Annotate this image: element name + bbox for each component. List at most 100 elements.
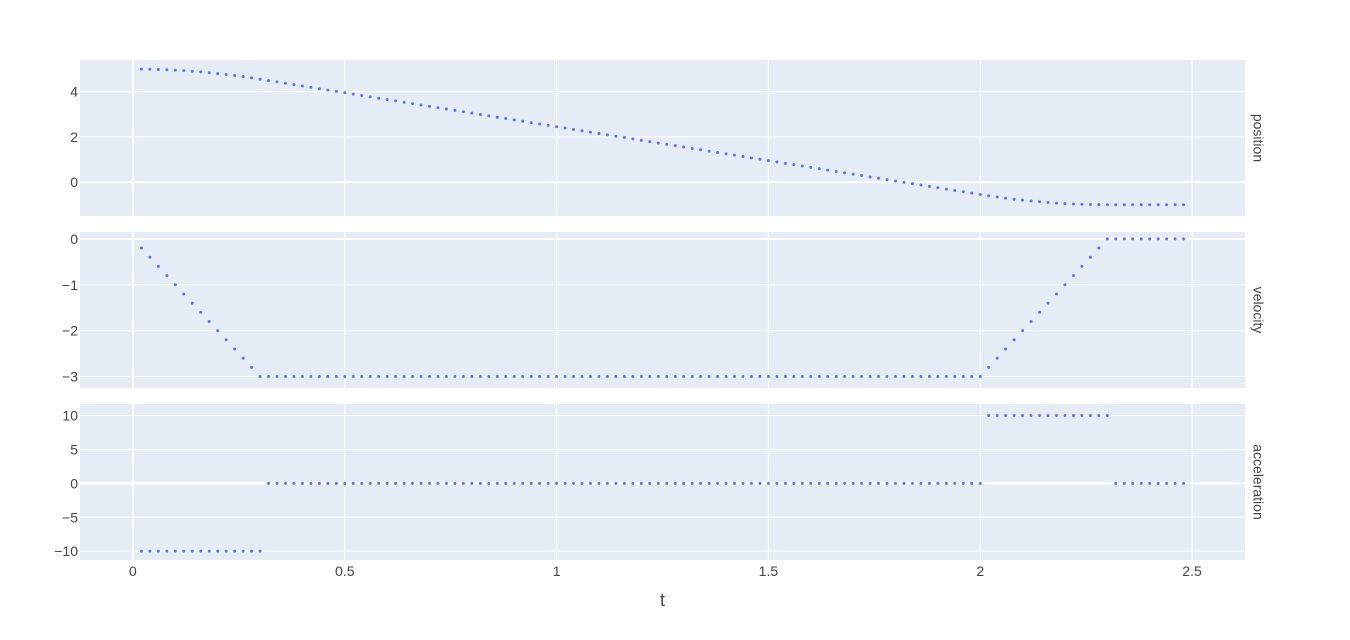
data-point-acceleration: [538, 481, 542, 485]
data-point-position: [961, 190, 965, 194]
data-point-acceleration: [961, 481, 965, 485]
data-point-velocity: [1165, 237, 1169, 241]
data-point-position: [588, 130, 592, 134]
data-point-velocity: [309, 375, 313, 379]
facet-acceleration-y-tick-label: 0: [70, 475, 78, 491]
data-point-acceleration: [580, 481, 584, 485]
data-point-position: [1097, 203, 1101, 207]
data-point-velocity: [173, 283, 177, 287]
facet-acceleration-label: acceleration: [1250, 444, 1266, 520]
data-point-acceleration: [970, 481, 974, 485]
data-point-position: [546, 123, 550, 127]
data-point-velocity: [758, 375, 762, 379]
data-point-velocity: [656, 375, 660, 379]
panels: 024position−3−2−10velocity−10−50510accel…: [54, 60, 1266, 560]
data-point-velocity: [894, 375, 897, 379]
data-point-acceleration: [783, 481, 787, 485]
data-point-acceleration: [749, 481, 753, 485]
data-point-acceleration: [614, 481, 618, 485]
data-point-velocity: [1097, 246, 1101, 250]
data-point-velocity: [139, 246, 143, 250]
series-position: [139, 67, 1186, 207]
data-point-acceleration: [944, 481, 948, 485]
data-point-velocity: [961, 375, 965, 379]
data-point-velocity: [478, 375, 482, 379]
data-point-velocity: [970, 375, 974, 379]
data-point-acceleration: [673, 481, 677, 485]
data-point-position: [1122, 203, 1126, 207]
data-point-acceleration: [292, 481, 296, 485]
data-point-position: [461, 110, 465, 114]
data-point-position: [419, 103, 423, 107]
data-point-velocity: [351, 375, 355, 379]
data-point-position: [453, 108, 457, 112]
data-point-acceleration: [351, 481, 355, 485]
data-point-acceleration: [792, 481, 796, 485]
data-point-acceleration: [648, 481, 652, 485]
data-point-acceleration: [741, 481, 745, 485]
x-tick-label: 0.5: [335, 563, 355, 579]
data-point-acceleration: [173, 549, 177, 553]
data-point-acceleration: [1105, 414, 1109, 418]
data-point-acceleration: [690, 481, 694, 485]
data-point-acceleration: [546, 481, 550, 485]
data-point-position: [826, 168, 830, 172]
data-point-acceleration: [817, 481, 821, 485]
data-point-position: [1165, 203, 1169, 207]
data-point-acceleration: [495, 481, 499, 485]
facet-position-background: [80, 60, 1245, 216]
data-point-velocity: [580, 375, 584, 379]
data-point-acceleration: [868, 481, 872, 485]
data-point-position: [733, 153, 737, 157]
data-point-acceleration: [233, 549, 237, 553]
data-point-velocity: [1071, 274, 1075, 278]
data-point-position: [1046, 200, 1050, 204]
data-point-acceleration: [910, 481, 914, 485]
data-point-position: [809, 165, 813, 169]
data-point-acceleration: [826, 481, 830, 485]
data-point-velocity: [944, 375, 948, 379]
data-point-position: [207, 71, 211, 75]
data-point-position: [1080, 202, 1084, 206]
data-point-velocity: [258, 375, 262, 379]
data-point-velocity: [800, 375, 804, 379]
data-point-acceleration: [953, 481, 957, 485]
data-point-velocity: [207, 319, 211, 323]
data-point-position: [538, 122, 542, 126]
data-point-position: [351, 92, 355, 96]
data-point-velocity: [766, 375, 770, 379]
data-point-velocity: [275, 375, 279, 379]
data-point-velocity: [834, 375, 838, 379]
data-point-acceleration: [707, 481, 711, 485]
data-point-acceleration: [733, 481, 737, 485]
data-point-position: [792, 163, 796, 167]
data-point-velocity: [360, 375, 364, 379]
data-point-velocity: [733, 375, 737, 379]
data-point-velocity: [156, 264, 160, 268]
facet-velocity: −3 −2 −1 0 velocity: [62, 231, 1266, 388]
data-point-velocity: [749, 375, 753, 379]
data-point-position: [173, 68, 177, 72]
data-point-position: [1131, 203, 1135, 207]
data-point-velocity: [394, 375, 398, 379]
data-point-position: [978, 193, 982, 197]
x-tick-label: 2: [976, 563, 984, 579]
data-point-position: [1148, 203, 1152, 207]
data-point-position: [402, 100, 406, 104]
data-point-acceleration: [1148, 481, 1152, 485]
data-point-acceleration: [597, 481, 601, 485]
data-point-position: [868, 175, 872, 179]
data-point-position: [563, 126, 567, 130]
data-point-velocity: [385, 375, 389, 379]
data-point-velocity: [843, 375, 847, 379]
facet-position-y-tick-label: 0: [70, 174, 78, 190]
data-point-velocity: [326, 375, 330, 379]
data-point-position: [597, 131, 601, 135]
data-point-position: [648, 140, 652, 144]
data-point-velocity: [673, 375, 677, 379]
data-point-position: [495, 115, 499, 119]
data-point-position: [1071, 202, 1075, 206]
data-point-velocity: [741, 375, 745, 379]
data-point-acceleration: [190, 549, 194, 553]
